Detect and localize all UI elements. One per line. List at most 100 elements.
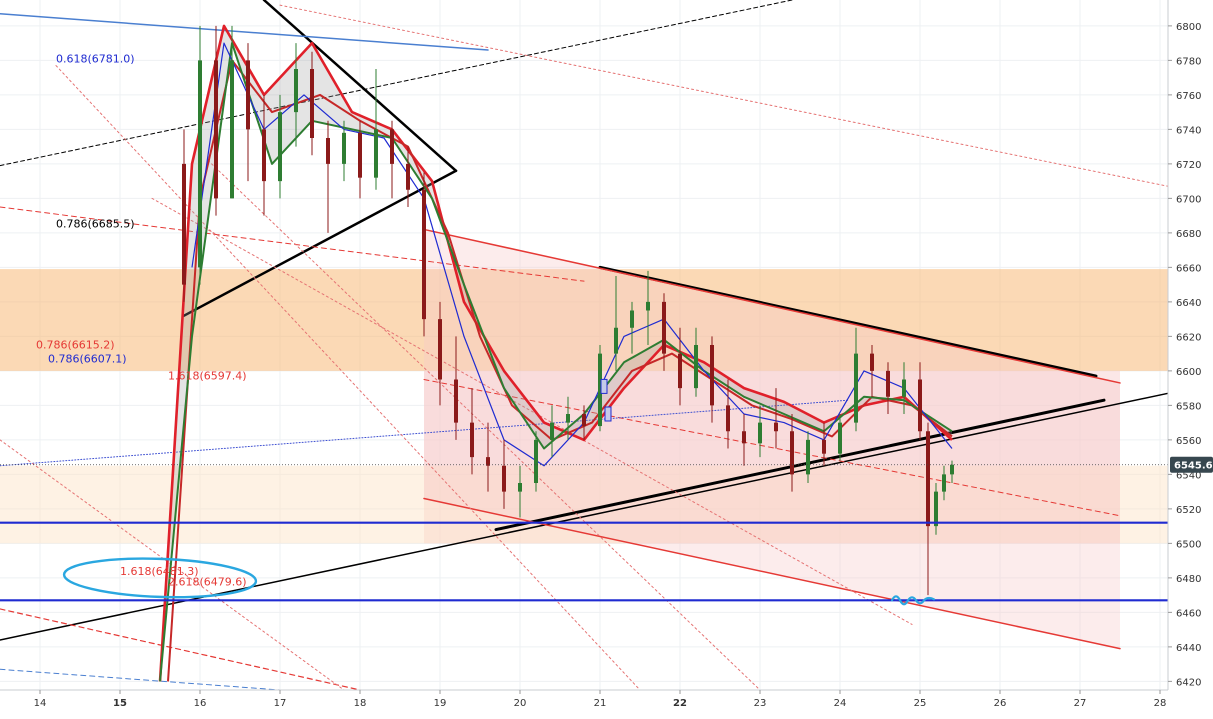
- y-tick-label: 6700: [1176, 194, 1201, 205]
- trendline[interactable]: [0, 206, 585, 282]
- candle-body[interactable]: [534, 439, 538, 483]
- candle-body[interactable]: [918, 379, 922, 432]
- candle-body[interactable]: [694, 345, 698, 389]
- candle-body[interactable]: [886, 370, 890, 397]
- price-tag[interactable]: [1170, 456, 1213, 473]
- y-tick-label: 6560: [1176, 436, 1201, 447]
- trendline[interactable]: [0, 0, 793, 167]
- candle-body[interactable]: [438, 319, 442, 380]
- signal-marker[interactable]: [600, 378, 608, 394]
- x-tick-label: 21: [594, 698, 607, 709]
- trendline[interactable]: [0, 439, 345, 691]
- trendline[interactable]: [151, 197, 913, 625]
- candle-body[interactable]: [950, 464, 954, 475]
- candle-body[interactable]: [198, 60, 202, 268]
- candle-body[interactable]: [806, 439, 810, 475]
- x-tick-label: 28: [1154, 698, 1167, 709]
- annotation-circle: [62, 557, 258, 599]
- candle-body[interactable]: [374, 129, 378, 178]
- candle-body[interactable]: [230, 60, 234, 199]
- candle-body[interactable]: [902, 379, 906, 397]
- y-tick-label: 6760: [1176, 91, 1201, 102]
- candle-body[interactable]: [518, 483, 522, 492]
- trendline[interactable]: [0, 13, 489, 51]
- fib-label: 0.786(6607.1): [48, 353, 127, 366]
- y-tick-label: 6500: [1176, 539, 1201, 550]
- candle-body[interactable]: [262, 129, 266, 182]
- candle-body[interactable]: [662, 301, 666, 354]
- candle-body[interactable]: [582, 414, 586, 427]
- candle-body[interactable]: [342, 132, 346, 164]
- fib-label: 2.618(6479.6): [168, 575, 247, 588]
- candle-body[interactable]: [182, 163, 186, 285]
- x-tick-label: 24: [834, 698, 847, 709]
- candle-body[interactable]: [934, 491, 938, 527]
- candle-body[interactable]: [550, 422, 554, 440]
- candle-body[interactable]: [926, 431, 930, 527]
- candle-body[interactable]: [486, 457, 490, 466]
- candle-body[interactable]: [406, 163, 410, 190]
- x-tick-label: 19: [434, 698, 447, 709]
- y-tick-label: 6720: [1176, 160, 1201, 171]
- candle-body[interactable]: [854, 353, 858, 423]
- candle-body[interactable]: [214, 60, 218, 199]
- candle-body[interactable]: [390, 129, 394, 164]
- x-tick-label: 22: [673, 698, 687, 709]
- trendline[interactable]: [0, 668, 281, 691]
- candle-body[interactable]: [870, 353, 874, 371]
- trendline[interactable]: [0, 392, 1169, 641]
- signal-marker[interactable]: [604, 406, 612, 422]
- candle-body[interactable]: [726, 405, 730, 432]
- y-tick-label: 6440: [1176, 643, 1201, 654]
- candle-body[interactable]: [502, 465, 506, 492]
- candle-body[interactable]: [598, 353, 602, 427]
- y-tick-label: 6460: [1176, 608, 1201, 619]
- candle-body[interactable]: [942, 474, 946, 492]
- candle-body[interactable]: [742, 431, 746, 444]
- candle-body[interactable]: [326, 138, 330, 164]
- y-tick-label: 6540: [1176, 470, 1201, 481]
- candle-body[interactable]: [358, 132, 362, 178]
- candle-body[interactable]: [774, 422, 778, 432]
- trendline[interactable]: [0, 399, 849, 467]
- trendline[interactable]: [0, 608, 361, 691]
- annotation-scribble: [890, 595, 936, 606]
- moving-average-line: [159, 42, 953, 682]
- candle-body[interactable]: [822, 439, 826, 454]
- candle-body[interactable]: [246, 60, 250, 130]
- y-tick-label: 6800: [1176, 22, 1201, 33]
- x-tick-label: 26: [994, 698, 1007, 709]
- candle-body[interactable]: [614, 327, 618, 354]
- y-tick-label: 6480: [1176, 574, 1201, 585]
- trendline[interactable]: [598, 265, 1098, 378]
- price-tag-label: 6545.6: [1174, 461, 1213, 472]
- candle-body[interactable]: [710, 345, 714, 406]
- candle-body[interactable]: [470, 422, 474, 458]
- trendline[interactable]: [55, 65, 641, 691]
- candle-body[interactable]: [310, 69, 314, 138]
- trendline[interactable]: [182, 169, 458, 317]
- trendline[interactable]: [279, 4, 1169, 187]
- x-tick-label: 18: [354, 698, 367, 709]
- trendline[interactable]: [494, 398, 1106, 532]
- trendline[interactable]: [423, 228, 1121, 384]
- trendline[interactable]: [207, 159, 761, 691]
- candle-body[interactable]: [838, 422, 842, 454]
- trendline[interactable]: [423, 379, 1121, 517]
- y-tick-label: 6780: [1176, 56, 1201, 67]
- candle-body[interactable]: [790, 431, 794, 475]
- fib-label: 1.618(6481.3): [120, 565, 199, 578]
- candle-body[interactable]: [678, 353, 682, 389]
- candle-body[interactable]: [294, 69, 298, 113]
- candle-body[interactable]: [422, 189, 426, 320]
- candle-body[interactable]: [758, 422, 762, 444]
- trendline[interactable]: [262, 0, 458, 173]
- candle-body[interactable]: [566, 414, 570, 423]
- candle-body[interactable]: [630, 310, 634, 328]
- x-axis-panel: [0, 690, 1213, 715]
- candle-body[interactable]: [278, 112, 282, 182]
- candle-body[interactable]: [454, 379, 458, 423]
- candle-body[interactable]: [646, 301, 650, 311]
